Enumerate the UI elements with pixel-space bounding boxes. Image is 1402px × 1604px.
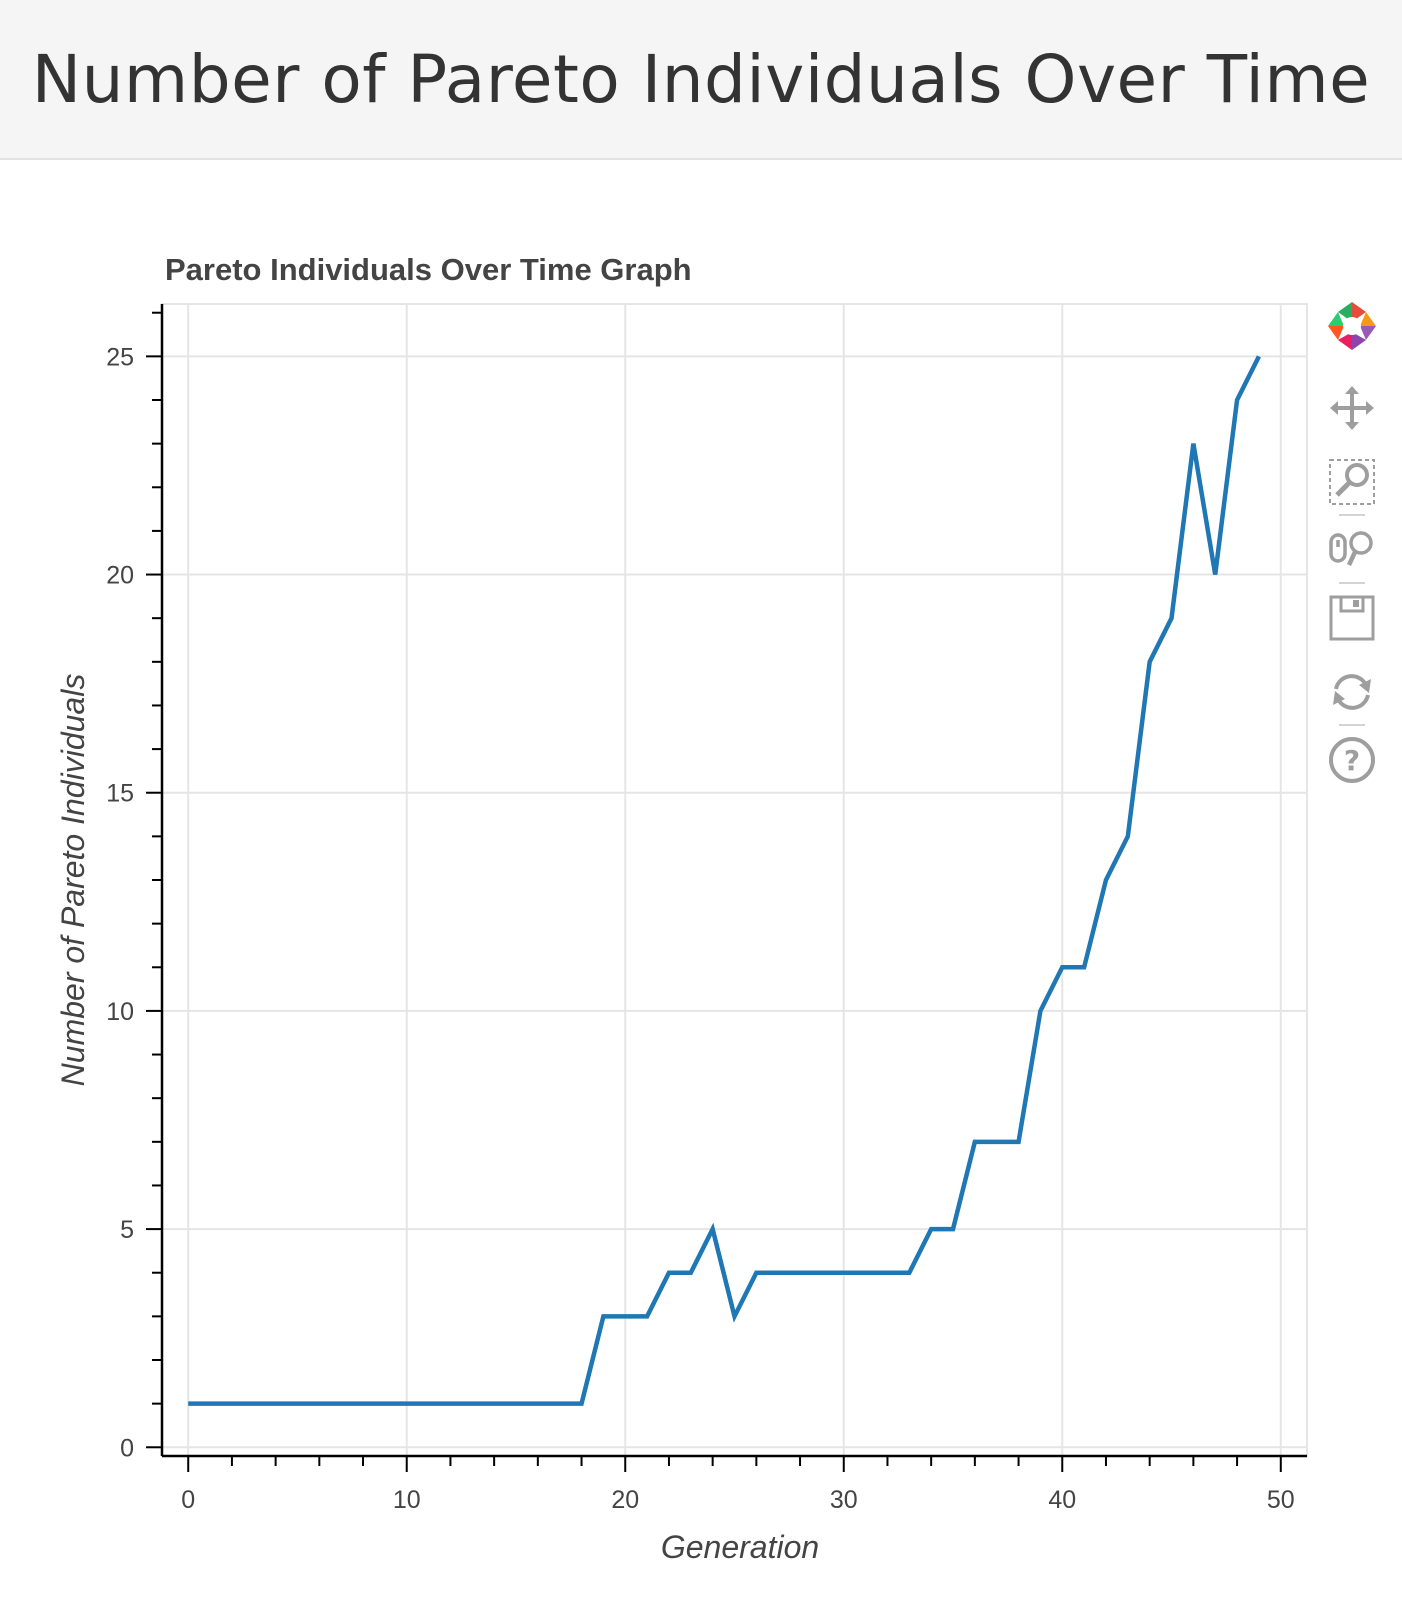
page-title: Number of Pareto Individuals Over Time <box>31 40 1371 118</box>
save-icon[interactable] <box>1326 592 1378 644</box>
y-tick-label: 20 <box>106 562 134 590</box>
line-chart[interactable]: Pareto Individuals Over Time Graph 0 10 20… <box>0 160 1310 1600</box>
series-line <box>188 355 1261 1406</box>
x-tick-label: 20 <box>611 1486 639 1514</box>
plot-frame <box>161 303 1308 1457</box>
y-tick-label: 25 <box>106 343 134 371</box>
y-tick-label: 15 <box>106 780 134 808</box>
x-tick-label: 50 <box>1267 1486 1295 1514</box>
x-tick-label: 0 <box>181 1486 195 1514</box>
reset-icon[interactable] <box>1326 666 1378 718</box>
x-tick-label: 10 <box>393 1486 421 1514</box>
grid <box>162 304 1307 1456</box>
x-axis-label: Generation <box>661 1529 819 1565</box>
box-zoom-icon[interactable] <box>1326 456 1378 508</box>
chart-title: Pareto Individuals Over Time Graph <box>165 252 692 287</box>
pan-icon[interactable] <box>1326 382 1378 434</box>
bokeh-logo-icon[interactable] <box>1326 300 1378 352</box>
y-axis-label: Number of Pareto Individuals <box>55 674 91 1087</box>
y-tick-label: 5 <box>120 1216 134 1244</box>
wheel-zoom-icon[interactable] <box>1326 524 1378 576</box>
x-tick-label: 30 <box>830 1486 858 1514</box>
x-tick-label: 40 <box>1048 1486 1076 1514</box>
axes: 0 10 20 30 40 50 0 5 10 15 20 25 <box>106 304 1307 1514</box>
y-tick-label: 0 <box>120 1434 134 1462</box>
y-tick-label: 10 <box>106 998 134 1026</box>
page-header: Number of Pareto Individuals Over Time <box>0 0 1402 160</box>
chart-toolbar: ? <box>1322 300 1382 786</box>
help-icon[interactable]: ? <box>1326 734 1378 786</box>
svg-text:?: ? <box>1344 744 1360 777</box>
